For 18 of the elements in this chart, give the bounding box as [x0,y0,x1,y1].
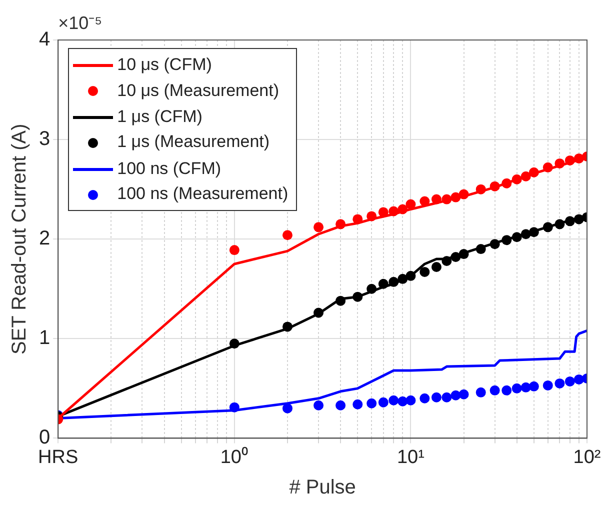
y-tick-label: 2 [39,228,50,250]
legend-label: 10 μs (CFM) [117,55,212,74]
x-tick-label: 10⁰ [220,446,248,468]
x-tick-label: HRS [38,446,78,468]
y-tick-label: 1 [39,327,50,350]
text: ×10⁻⁵ [58,12,102,34]
x-tick-label: 10¹ [396,446,424,468]
legend-label: 10 μs (Measurement) [117,80,280,100]
y-tick-label: 0 [39,426,50,449]
x-tick-label: 10² [573,446,601,468]
y-axis-title: SET Read-out Current (A) [8,124,31,355]
y-tick-label: 4 [39,28,50,51]
y-tick-label: 3 [39,128,50,150]
legend-label: 100 ns (CFM) [117,158,222,178]
legend-label: 1 μs (Measurement) [117,132,270,152]
legend-label: 100 ns (Measurement) [117,184,288,204]
legend-label: 1 μs (CFM) [117,106,202,126]
x-axis-title: # Pulse [289,476,356,499]
